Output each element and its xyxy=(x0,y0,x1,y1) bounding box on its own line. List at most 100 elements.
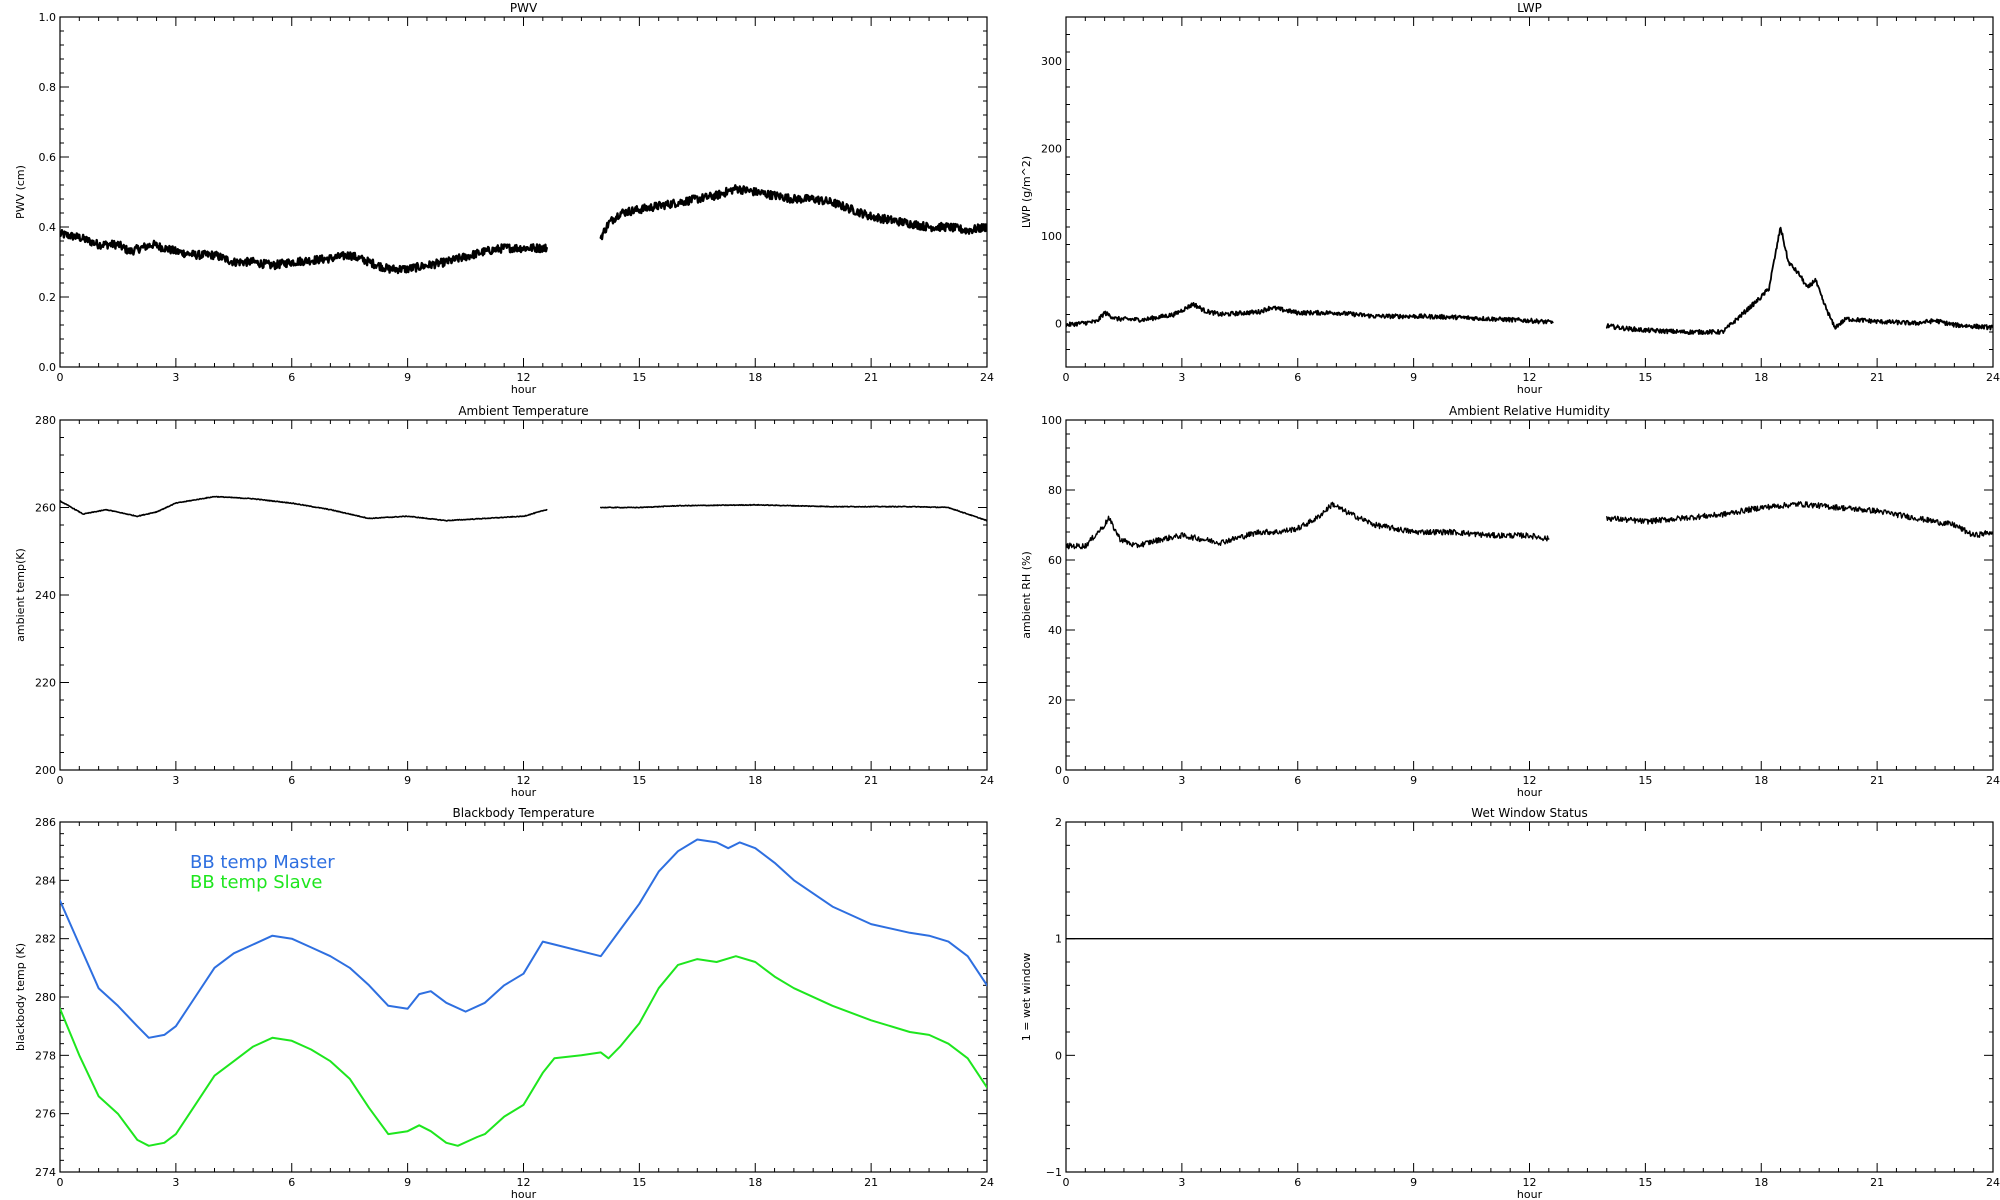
series-0-line-segment-0 xyxy=(60,495,548,522)
x-tick-label: 0 xyxy=(57,371,64,384)
x-tick-label: 24 xyxy=(1986,774,2000,787)
panel-lwp: 0 3 6 9 12 15 18 21 24 0 100 200 300 LWP hour LWP (g/m^… xyxy=(1020,1,2000,396)
x-tick-label: 3 xyxy=(1178,774,1185,787)
y-tick-label: 220 xyxy=(35,677,56,690)
x-tick-label: 15 xyxy=(632,774,646,787)
y-tick-label: 80 xyxy=(1048,484,1062,497)
x-tick-label: 21 xyxy=(864,371,878,384)
x-tick-label: 24 xyxy=(980,774,994,787)
x-axis-label: hour xyxy=(1517,1188,1543,1200)
chart-title: PWV xyxy=(510,1,538,15)
y-axis-label: ambient RH (%) xyxy=(1020,551,1033,639)
x-tick-label: 9 xyxy=(404,1176,411,1189)
y-tick-label: 240 xyxy=(35,589,56,602)
x-tick-label: 24 xyxy=(1986,371,2000,384)
y-tick-label: 0.8 xyxy=(39,81,57,94)
x-tick-label: 21 xyxy=(1870,371,1884,384)
series-0-line-segment-1 xyxy=(1605,226,1993,335)
y-axis-label: ambient temp(K) xyxy=(14,548,27,642)
x-tick-label: 0 xyxy=(57,1176,64,1189)
y-tick-label: 0 xyxy=(1055,317,1062,330)
x-axis-label: hour xyxy=(511,383,537,396)
y-tick-label: 276 xyxy=(35,1108,56,1121)
x-tick-label: 9 xyxy=(1410,1176,1417,1189)
y-axis-label: PWV (cm) xyxy=(14,165,27,219)
x-tick-label: 12 xyxy=(517,371,531,384)
plot-frame xyxy=(1065,821,1994,1173)
x-tick-label: 9 xyxy=(1410,371,1417,384)
x-tick-label: 15 xyxy=(1638,774,1652,787)
series-0-line-segment-1 xyxy=(600,503,987,522)
panel-ambient-temp: 0 3 6 9 12 15 18 21 24 200 220 240 260 280 Ambient Tem… xyxy=(14,404,994,799)
x-tick-label: 0 xyxy=(57,774,64,787)
series-0-line-segment-1 xyxy=(599,184,987,241)
y-tick-label: 0 xyxy=(1055,764,1062,777)
series-0-line-segment-0 xyxy=(60,838,987,1039)
x-tick-label: 6 xyxy=(1294,371,1301,384)
chart-title: Blackbody Temperature xyxy=(453,806,595,820)
series-0-line-segment-0 xyxy=(1066,302,1554,328)
y-tick-label: 0.2 xyxy=(39,291,57,304)
x-axis-label: hour xyxy=(511,786,537,799)
x-tick-label: 9 xyxy=(1410,774,1417,787)
plot-frame xyxy=(1065,16,1994,368)
legend-entry-0: BB temp Master xyxy=(190,852,335,873)
x-tick-label: 12 xyxy=(1523,371,1537,384)
y-tick-label: 280 xyxy=(35,991,56,1004)
x-tick-label: 18 xyxy=(748,371,762,384)
plot-frame xyxy=(59,16,988,368)
x-tick-label: 15 xyxy=(1638,371,1652,384)
x-tick-label: 12 xyxy=(1523,774,1537,787)
x-tick-label: 24 xyxy=(980,1176,994,1189)
chart-title: Ambient Temperature xyxy=(458,404,588,418)
y-tick-label: 286 xyxy=(35,816,56,829)
chart-title: Ambient Relative Humidity xyxy=(1449,404,1610,418)
y-axis-label: blackbody temp (K) xyxy=(14,943,27,1051)
x-tick-label: 15 xyxy=(1638,1176,1652,1189)
series-0-line-segment-1 xyxy=(1606,501,1993,538)
y-tick-label: 0.6 xyxy=(39,151,57,164)
panel-pwv: 0 3 6 9 12 15 18 21 24 0.0 0.2 0.4 0.6 0.8 1.0 PWV hour P… xyxy=(14,1,994,396)
plot-frame xyxy=(59,419,988,771)
x-tick-label: 3 xyxy=(172,1176,179,1189)
x-tick-label: 21 xyxy=(864,1176,878,1189)
x-tick-label: 6 xyxy=(1294,774,1301,787)
x-tick-label: 6 xyxy=(288,774,295,787)
x-tick-label: 18 xyxy=(748,774,762,787)
y-tick-label: 60 xyxy=(1048,554,1062,567)
y-tick-label: 100 xyxy=(1041,414,1062,427)
x-tick-label: 15 xyxy=(632,371,646,384)
x-tick-label: 6 xyxy=(288,371,295,384)
x-axis-label: hour xyxy=(511,1188,537,1200)
x-tick-label: 21 xyxy=(1870,1176,1884,1189)
x-tick-label: 18 xyxy=(748,1176,762,1189)
x-tick-label: 18 xyxy=(1754,774,1768,787)
y-tick-label: 1.0 xyxy=(39,11,57,24)
x-tick-label: 21 xyxy=(864,774,878,787)
x-axis-label: hour xyxy=(1517,786,1543,799)
y-tick-label: 300 xyxy=(1041,55,1062,68)
y-tick-label: 40 xyxy=(1048,624,1062,637)
y-tick-label: 2 xyxy=(1055,816,1062,829)
x-tick-label: 3 xyxy=(1178,1176,1185,1189)
x-tick-label: 21 xyxy=(1870,774,1884,787)
x-tick-label: 12 xyxy=(517,1176,531,1189)
chart-title: LWP xyxy=(1517,1,1542,15)
y-axis-label: LWP (g/m^2) xyxy=(1020,156,1033,228)
x-tick-label: 9 xyxy=(404,774,411,787)
x-tick-label: 3 xyxy=(172,774,179,787)
x-tick-label: 0 xyxy=(1063,774,1070,787)
y-tick-label: 200 xyxy=(1041,142,1062,155)
y-tick-label: 284 xyxy=(35,874,56,887)
panel-bb-temp: 0 3 6 9 12 15 18 21 24 274 276 278 280 282 284 286 Black… xyxy=(14,806,994,1200)
y-tick-label: 280 xyxy=(35,414,56,427)
y-tick-label: 282 xyxy=(35,933,56,946)
x-tick-label: 9 xyxy=(404,371,411,384)
chart-title: Wet Window Status xyxy=(1471,806,1587,820)
x-tick-label: 12 xyxy=(1523,1176,1537,1189)
x-tick-label: 6 xyxy=(1294,1176,1301,1189)
y-tick-label: 260 xyxy=(35,502,56,515)
x-tick-label: 3 xyxy=(172,371,179,384)
